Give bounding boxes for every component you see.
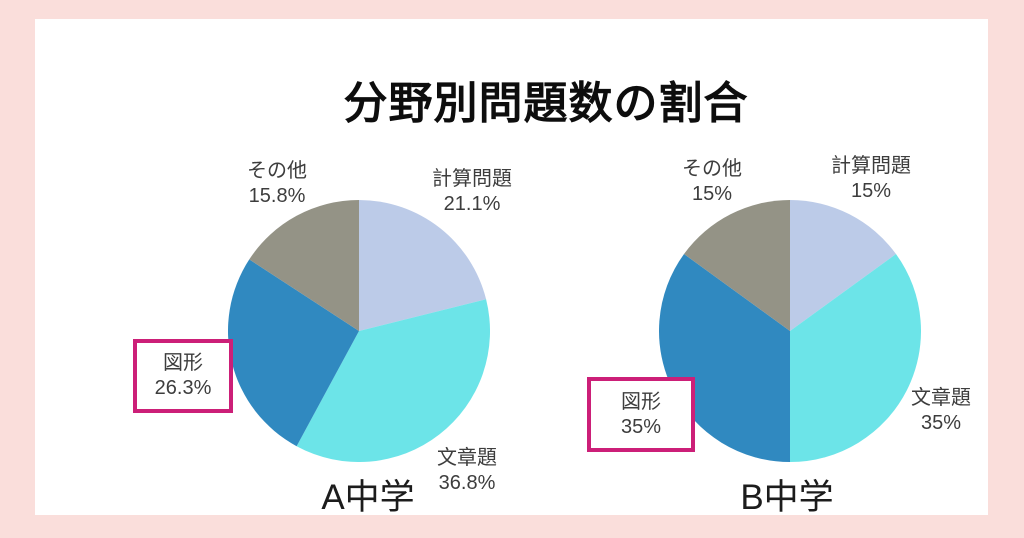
label-a-other-value: 15.8% bbox=[248, 185, 306, 207]
label-b-calculation-name: 計算問題 bbox=[831, 155, 911, 177]
label-a-calculation-value: 21.1% bbox=[443, 193, 501, 215]
label-b-calculation-value: 15% bbox=[850, 180, 892, 202]
label-a-calculation: 計算問題 21.1% bbox=[432, 167, 512, 217]
pie-slice-a-1 bbox=[296, 299, 490, 462]
label-a-other: その他 15.8% bbox=[247, 159, 307, 209]
label-a-geometry-value: 26.3% bbox=[154, 377, 212, 399]
pie-slice-a-0 bbox=[359, 200, 487, 331]
label-a-calculation-name: 計算問題 bbox=[432, 168, 512, 190]
label-a-geometry-highlight-box: 図形 26.3% bbox=[133, 339, 233, 413]
label-b-word-problem-value: 35% bbox=[920, 412, 962, 434]
pie-slice-b-1 bbox=[790, 254, 921, 462]
pie-chart-a bbox=[228, 200, 490, 462]
label-a-geometry-name: 図形 bbox=[163, 352, 203, 374]
pie-slice-a-3 bbox=[249, 200, 359, 331]
label-a-word-problem-value: 36.8% bbox=[438, 472, 496, 494]
label-a-other-name: その他 bbox=[247, 160, 307, 182]
chart-a-title: A中学 bbox=[321, 478, 415, 517]
label-b-geometry-highlight-box: 図形 35% bbox=[587, 377, 695, 452]
label-b-word-problem: 文章題 35% bbox=[911, 386, 971, 436]
label-b-other: その他 15% bbox=[682, 157, 742, 207]
label-a-word-problem: 文章題 36.8% bbox=[437, 446, 497, 496]
pie-slice-b-0 bbox=[790, 200, 896, 331]
chart-b-title: B中学 bbox=[740, 478, 834, 517]
pie-slice-a-2 bbox=[228, 259, 359, 447]
label-b-word-problem-name: 文章題 bbox=[911, 387, 971, 409]
pie-slice-b-3 bbox=[684, 200, 790, 331]
label-b-geometry-name: 図形 bbox=[621, 390, 661, 413]
label-b-other-value: 15% bbox=[691, 183, 733, 205]
label-a-word-problem-name: 文章題 bbox=[437, 447, 497, 469]
label-b-geometry-value: 35% bbox=[620, 415, 662, 438]
label-b-other-name: その他 bbox=[682, 158, 742, 180]
pie-chart-b bbox=[659, 200, 921, 462]
content-panel: 分野別問題数の割合 その他 15.8% 計算問題 21.1% 文章題 36.8%… bbox=[35, 19, 988, 517]
page-title: 分野別問題数の割合 bbox=[343, 79, 749, 128]
label-b-calculation: 計算問題 15% bbox=[831, 154, 911, 204]
